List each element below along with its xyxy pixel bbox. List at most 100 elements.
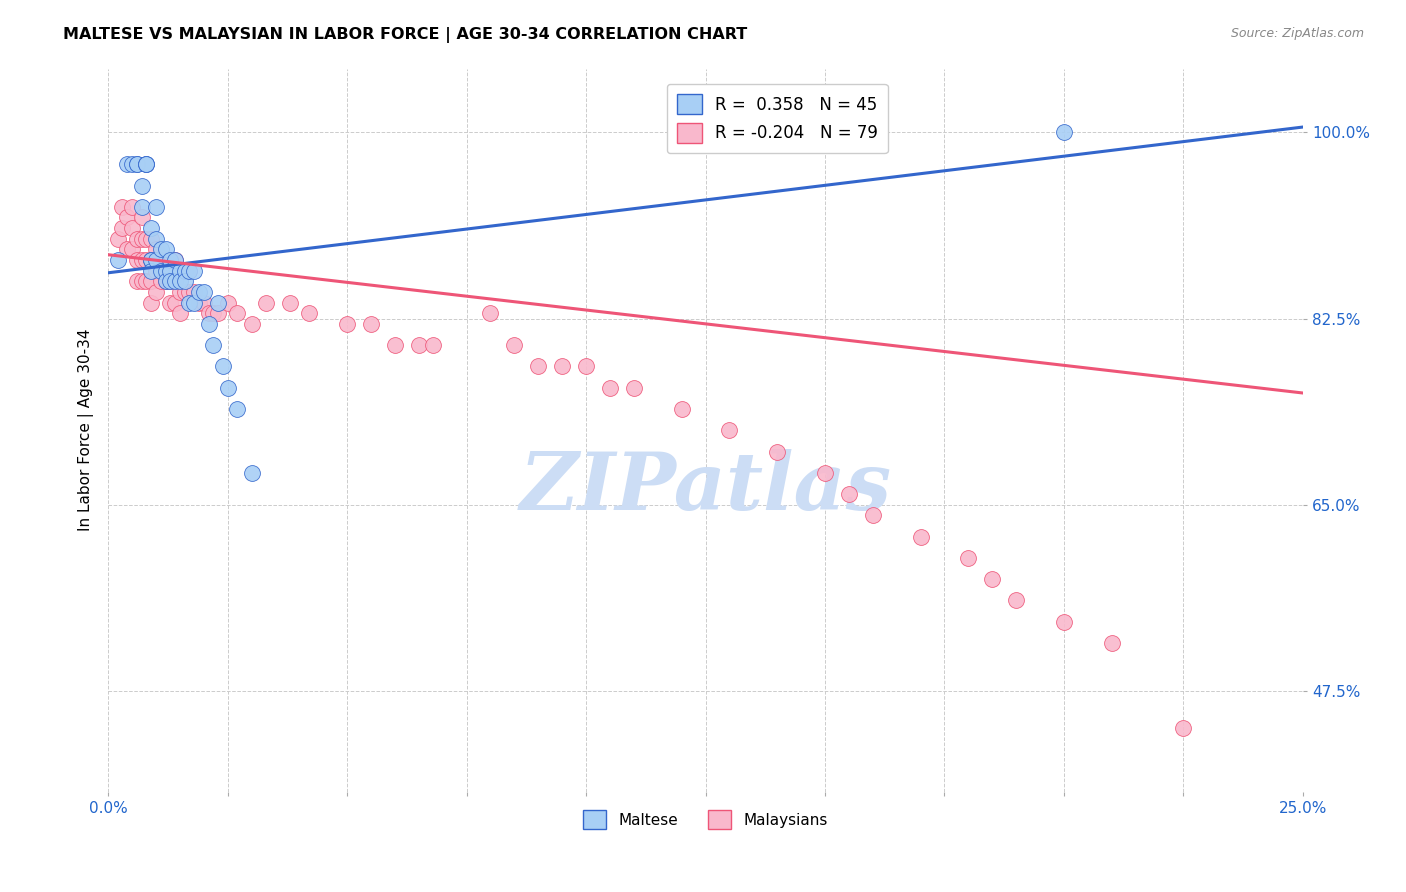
Point [169,285,191,299]
Point [179,295,201,310]
Point [131,253,153,268]
Point [111,221,134,235]
Point [141,253,163,268]
Text: Source: ZipAtlas.com: Source: ZipAtlas.com [1230,27,1364,40]
Point [217,381,239,395]
Point [226,306,249,320]
Point [197,317,219,331]
Point [125,157,148,171]
Point [336,317,359,331]
Point [145,232,167,246]
Point [814,466,837,480]
Point [107,232,129,246]
Point [202,338,225,352]
Point [155,263,177,277]
Point [193,295,215,310]
Point [240,466,263,480]
Point [1005,593,1028,607]
Point [479,306,502,320]
Point [117,211,139,225]
Point [135,232,157,246]
Point [155,274,177,288]
Point [197,306,219,320]
Point [111,200,134,214]
Point [165,274,187,288]
Point [125,232,148,246]
Point [599,381,621,395]
Point [155,274,177,288]
Point [183,295,205,310]
Point [145,200,167,214]
Point [408,338,430,352]
Point [149,253,172,268]
Point [155,253,177,268]
Point [131,178,153,193]
Point [117,243,139,257]
Point [910,530,932,544]
Point [254,295,277,310]
Point [145,285,167,299]
Point [212,359,235,374]
Point [169,263,191,277]
Point [202,306,225,320]
Point [141,232,163,246]
Point [718,423,741,437]
Point [131,211,153,225]
Point [1053,615,1076,629]
Legend: Maltese, Malaysians: Maltese, Malaysians [576,804,834,835]
Point [159,274,181,288]
Point [121,243,143,257]
Point [193,285,215,299]
Point [1053,125,1076,139]
Point [141,253,163,268]
Point [179,263,201,277]
Text: MALTESE VS MALAYSIAN IN LABOR FORCE | AGE 30-34 CORRELATION CHART: MALTESE VS MALAYSIAN IN LABOR FORCE | AG… [63,27,748,43]
Point [503,338,526,352]
Point [121,200,143,214]
Point [671,401,693,416]
Point [240,317,263,331]
Point [384,338,406,352]
Point [165,253,187,268]
Y-axis label: In Labor Force | Age 30-34: In Labor Force | Age 30-34 [79,329,94,532]
Point [1101,636,1123,650]
Point [188,295,211,310]
Point [131,232,153,246]
Point [169,274,191,288]
Point [173,263,195,277]
Point [169,263,191,277]
Point [1173,721,1195,735]
Point [145,243,167,257]
Point [131,200,153,214]
Point [165,253,187,268]
Point [121,221,143,235]
Point [145,263,167,277]
Point [217,295,239,310]
Point [207,295,229,310]
Text: ZIPatlas: ZIPatlas [519,450,891,527]
Point [165,295,187,310]
Point [135,274,157,288]
Point [575,359,598,374]
Point [135,157,157,171]
Point [165,274,187,288]
Point [149,263,172,277]
Point [179,263,201,277]
Point [207,306,229,320]
Point [981,572,1004,586]
Point [278,295,301,310]
Point [149,243,172,257]
Point [226,401,249,416]
Point [145,253,167,268]
Point [131,274,153,288]
Point [135,253,157,268]
Point [422,338,444,352]
Point [862,508,884,523]
Point [838,487,860,501]
Point [125,253,148,268]
Point [183,263,205,277]
Point [159,253,181,268]
Point [141,295,163,310]
Point [188,285,211,299]
Point [107,253,129,268]
